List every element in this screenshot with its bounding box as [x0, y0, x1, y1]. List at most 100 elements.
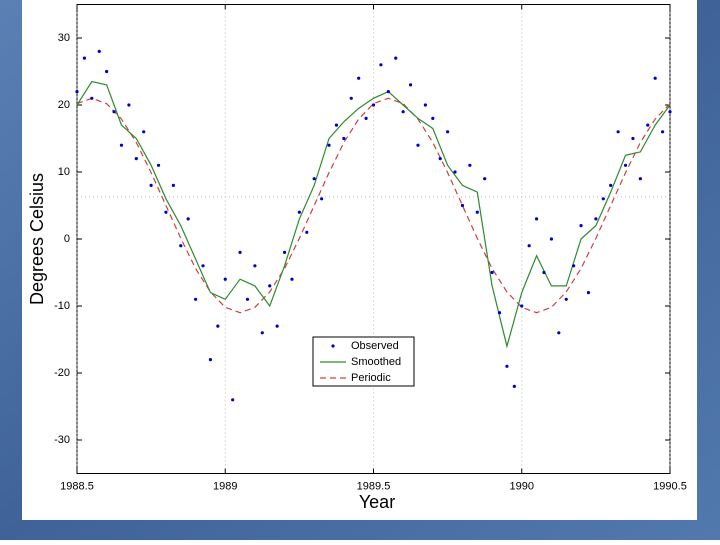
observed-point — [638, 177, 642, 181]
observed-point — [579, 224, 583, 228]
observed-point — [223, 277, 227, 281]
observed-point — [572, 264, 576, 268]
observed-point — [379, 63, 383, 67]
observed-point — [201, 264, 205, 268]
observed-point — [416, 143, 420, 147]
observed-point — [105, 69, 109, 74]
observed-point — [97, 49, 101, 54]
observed-point — [460, 203, 465, 208]
observed-point — [386, 90, 390, 94]
observed-point — [156, 163, 161, 167]
observed-point — [75, 90, 79, 94]
legend-swatch — [331, 344, 335, 348]
observed-point — [468, 163, 472, 167]
observed-point — [364, 116, 368, 120]
observed-point — [334, 123, 339, 127]
observed-point — [512, 384, 516, 388]
observed-point — [119, 143, 124, 147]
observed-point — [438, 157, 442, 161]
observed-point — [631, 136, 635, 141]
observed-point — [408, 83, 413, 87]
observed-point — [275, 324, 279, 328]
observed-point — [342, 136, 346, 141]
observed-point — [475, 210, 479, 214]
observed-point — [194, 297, 198, 301]
observed-point — [186, 217, 190, 221]
observed-point — [312, 177, 316, 181]
observed-point — [668, 110, 672, 114]
x-axis-label: Year — [359, 492, 395, 512]
observed-point — [245, 297, 250, 301]
observed-point — [164, 210, 168, 214]
observed-point — [238, 250, 242, 254]
figure-panel — [22, 0, 697, 520]
legend: Observed Smoothed Periodic — [312, 336, 415, 387]
observed-point — [90, 96, 94, 100]
observed-point — [282, 250, 287, 254]
observed-point — [401, 110, 405, 114]
observed-point — [231, 398, 235, 402]
observed-point — [327, 143, 331, 147]
observed-point — [505, 364, 509, 368]
y-axis-label: Degrees Celsius — [27, 173, 47, 305]
observed-point — [534, 217, 539, 221]
observed-point — [394, 56, 398, 60]
y-tick-label: -20 — [54, 367, 70, 379]
legend-label: Smoothed — [351, 356, 401, 368]
y-tick-label: -10 — [54, 300, 70, 312]
observed-point — [616, 130, 620, 134]
observed-point — [660, 130, 665, 134]
legend-label: Periodic — [351, 372, 391, 384]
observed-point — [297, 210, 301, 214]
observed-point — [564, 297, 568, 301]
x-tick-label: 1988.5 — [60, 480, 94, 492]
observed-point — [179, 244, 183, 248]
observed-point — [520, 304, 524, 308]
observed-point — [134, 157, 138, 161]
observed-point — [171, 183, 175, 187]
y-tick-label: 10 — [58, 166, 70, 178]
observed-point — [549, 237, 554, 241]
observed-point — [490, 270, 494, 275]
observed-point — [497, 311, 502, 315]
observed-point — [446, 130, 450, 134]
observed-point — [594, 217, 598, 221]
observed-point — [453, 170, 457, 174]
observed-point — [483, 177, 487, 181]
observed-point — [216, 324, 220, 328]
x-tick-label: 1989 — [213, 480, 237, 492]
observed-point — [253, 264, 257, 268]
observed-point — [208, 358, 213, 362]
observed-point — [609, 183, 613, 187]
observed-point — [268, 284, 272, 288]
x-tick-label: 1989.5 — [357, 480, 391, 492]
y-tick-label: 0 — [64, 233, 70, 245]
observed-point — [542, 270, 546, 275]
observed-point — [82, 56, 87, 60]
observed-point — [423, 103, 427, 107]
observed-point — [260, 331, 264, 335]
observed-point — [371, 103, 376, 107]
observed-point — [623, 163, 628, 167]
x-tick-label: 1990.5 — [653, 480, 687, 492]
y-tick-label: 30 — [58, 32, 70, 44]
y-tick-label: -30 — [54, 434, 70, 446]
observed-point — [127, 103, 131, 107]
observed-point — [586, 291, 591, 295]
observed-point — [320, 197, 324, 201]
observed-point — [527, 244, 531, 248]
observed-point — [349, 96, 353, 100]
periodic-line — [76, 97, 671, 314]
observed-point — [557, 331, 561, 335]
x-tick-label: 1990 — [510, 480, 534, 492]
observed-point — [290, 277, 294, 281]
observed-point — [357, 76, 361, 80]
observed-point — [305, 230, 309, 234]
observed-point — [142, 130, 146, 134]
observed-point — [646, 123, 650, 127]
observed-point — [601, 197, 605, 201]
y-tick-label: 20 — [58, 99, 70, 111]
observed-point — [653, 76, 657, 80]
legend-label: Observed — [351, 340, 399, 352]
